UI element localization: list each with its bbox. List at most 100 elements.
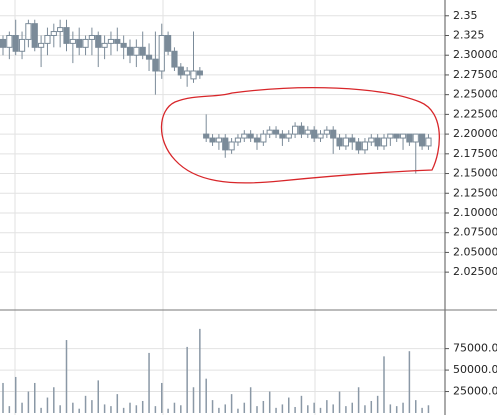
candle-body: [209, 137, 216, 143]
candle-body: [57, 27, 64, 33]
candle-body: [165, 34, 172, 52]
volume-bar: [256, 406, 258, 413]
y-tick-label: 2.30000: [453, 48, 497, 61]
candle-body: [31, 23, 38, 48]
candle-body: [158, 34, 165, 72]
volume-bar: [300, 395, 303, 413]
candle-body: [69, 38, 76, 44]
volume-bar: [129, 402, 131, 413]
y-tick-label: 2.27500: [453, 68, 497, 81]
volume-bar: [103, 404, 106, 413]
candle-body: [101, 42, 108, 48]
volume-bar: [46, 397, 49, 413]
candle-body: [44, 34, 51, 44]
annotation-ellipse: [160, 87, 440, 184]
volume-bar: [192, 387, 195, 413]
volume-bar: [408, 351, 411, 413]
candle-body: [12, 34, 19, 52]
volume-bar: [268, 391, 271, 413]
volume-bar: [72, 402, 74, 413]
candle-body: [419, 133, 426, 147]
candle-body: [260, 133, 267, 143]
candle-body: [95, 34, 102, 48]
volume-bar: [421, 407, 423, 413]
candle-body: [266, 129, 273, 135]
candle-body: [50, 31, 57, 36]
candle-body: [63, 27, 70, 44]
volume-bar: [319, 407, 322, 413]
volume-bar: [364, 405, 366, 413]
candle-body: [292, 125, 299, 135]
y-tick-label: 2.15000: [453, 167, 497, 180]
candle-body: [361, 141, 369, 151]
volume-bar: [59, 405, 61, 413]
candle-body: [76, 38, 83, 48]
volume-bar: [65, 340, 68, 413]
candle-body: [374, 137, 381, 147]
volume-bar: [345, 406, 347, 413]
volume-bar: [167, 408, 169, 413]
volume-bar: [313, 402, 315, 413]
candle-body: [88, 34, 96, 40]
y-tick-label: 75000.0: [453, 342, 497, 355]
volume-bar: [326, 400, 328, 413]
candle-body: [177, 66, 184, 76]
volume-bar: [224, 404, 226, 413]
candle-body: [152, 58, 159, 72]
volume-bar: [383, 356, 385, 413]
volume-bar: [243, 402, 246, 413]
y-tick-label: 2.25000: [453, 88, 497, 101]
volume-bar: [27, 391, 30, 413]
candle-body: [253, 137, 261, 143]
volume-bar: [357, 387, 360, 413]
volume-bar: [389, 404, 392, 413]
volume-bar: [84, 395, 87, 413]
volume-bar: [40, 407, 42, 413]
candle-body: [114, 38, 121, 44]
volume-bar: [154, 406, 157, 413]
volume-bar: [218, 407, 220, 413]
volume-bar: [186, 346, 188, 413]
candle-body: [342, 137, 349, 147]
candle-body: [387, 133, 394, 139]
candle-body: [222, 137, 229, 151]
candle-body: [336, 137, 343, 147]
volume-bar: [288, 397, 290, 413]
candle-body: [317, 133, 324, 139]
plot-layer: 2.35 2.325 2.30000 2.27500 2.25000 2.22500 2.2…: [0, 9, 497, 413]
candle-body: [0, 38, 7, 48]
y-tick-label: 2.02500: [453, 265, 497, 278]
volume-bar: [427, 405, 430, 413]
candle-body: [25, 23, 32, 40]
candle-body: [196, 70, 203, 76]
volume-bar: [173, 402, 176, 413]
candle-body: [247, 133, 254, 139]
candle-body: [412, 133, 419, 143]
candle-body: [330, 129, 337, 139]
candle-body: [279, 133, 286, 139]
volume-bar: [53, 387, 55, 413]
candle-body: [349, 137, 356, 143]
volume-bar: [141, 400, 144, 413]
candle-body: [215, 137, 223, 143]
y-tick-label: 2.35: [453, 9, 478, 22]
candle-body: [18, 38, 26, 52]
y-tick-label: 2.20000: [453, 127, 497, 140]
y-tick-label: 2.07500: [453, 226, 497, 239]
candle-body: [171, 50, 178, 68]
volume-bar: [338, 391, 341, 413]
candle-body: [272, 129, 280, 135]
candle-body: [190, 70, 197, 80]
volume-bar: [376, 395, 379, 413]
volume-bar: [34, 382, 36, 413]
candle-body: [203, 133, 210, 139]
candle-body: [120, 42, 127, 48]
candle-body: [145, 54, 153, 60]
volume-bar: [8, 406, 11, 413]
candle-body: [399, 133, 407, 139]
candle-body: [304, 129, 311, 135]
volume-bar: [281, 404, 284, 413]
